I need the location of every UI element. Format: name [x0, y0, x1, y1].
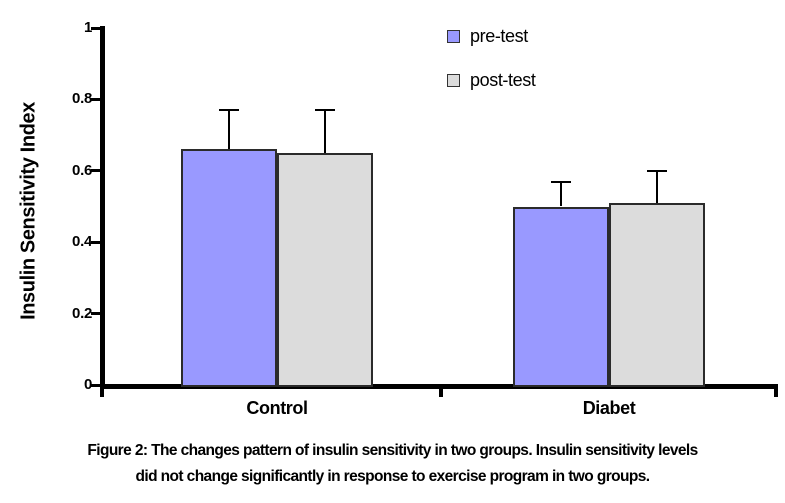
- y-axis-tick-label: 0.4: [72, 233, 92, 251]
- y-axis-line: [100, 26, 105, 389]
- x-axis-label-control: Control: [246, 398, 308, 418]
- y-axis-tick: [91, 383, 103, 387]
- y-axis-tick-label: 0.6: [72, 161, 92, 179]
- error-bar-stem-pre-test-diabet: [560, 181, 562, 207]
- legend-label-pre-test: pre-test: [470, 26, 528, 46]
- y-axis-tick-label: 0.2: [72, 304, 92, 322]
- bar-post-test-diabet: [609, 202, 705, 387]
- caption-line-1: Figure 2: The changes pattern of insulin…: [87, 442, 698, 459]
- y-axis-tick: [91, 240, 103, 244]
- error-bar-stem-post-test-control: [324, 110, 326, 153]
- legend-marker-post-test: [447, 74, 460, 87]
- error-bar-stem-post-test-diabet: [656, 170, 658, 203]
- x-axis-tick: [100, 384, 104, 397]
- y-axis-tick-label: 0: [83, 376, 92, 393]
- y-axis-tick-label: 0.8: [72, 90, 92, 108]
- figure-caption: Figure 2: The changes pattern of insulin…: [0, 438, 785, 490]
- y-axis-tick-label: 1: [83, 19, 92, 36]
- legend-label-post-test: post-test: [470, 70, 536, 90]
- error-bar-cap-post-test-control: [315, 109, 335, 112]
- error-bar-cap-pre-test-control: [219, 109, 239, 112]
- legend-item-pre-test: pre-test: [447, 26, 535, 47]
- error-bar-cap-pre-test-diabet: [551, 180, 571, 183]
- caption-line-2: did not change significantly in response…: [135, 468, 651, 485]
- y-axis-tick: [91, 97, 103, 101]
- legend-item-post-test: post-test: [447, 70, 536, 91]
- legend: pre-test post-test: [447, 26, 536, 91]
- error-bar-stem-pre-test-control: [228, 110, 230, 150]
- y-axis-title: Insulin Sensitivity Index: [17, 102, 40, 320]
- x-axis-tick: [774, 384, 778, 397]
- x-axis-label-diabet: Diabet: [582, 398, 636, 418]
- bar-pre-test-control: [181, 149, 277, 387]
- legend-marker-pre-test: [447, 30, 460, 43]
- y-axis-tick: [91, 26, 103, 30]
- y-axis-tick: [91, 169, 103, 173]
- bar-pre-test-diabet: [513, 206, 609, 387]
- y-axis-tick: [91, 312, 103, 316]
- x-axis-tick: [438, 384, 443, 397]
- bar-post-test-control: [277, 152, 373, 387]
- error-bar-cap-post-test-diabet: [647, 169, 667, 172]
